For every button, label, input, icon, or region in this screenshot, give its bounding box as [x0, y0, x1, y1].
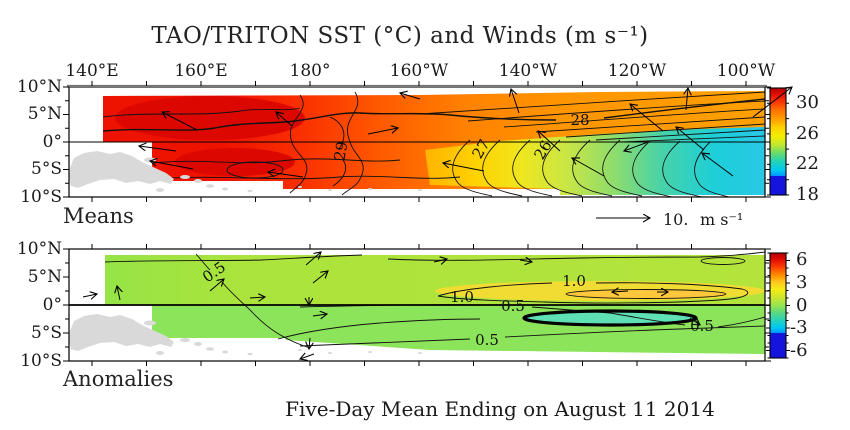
lon-tick-label: 140°W: [498, 61, 558, 81]
colorbar-tick-label: -6: [790, 340, 808, 361]
colorbar-tick-label: 22: [796, 153, 819, 174]
lat-tick-label: 10°N: [16, 239, 62, 259]
colorbar-tick-label: 3: [796, 272, 808, 293]
lat-tick-label: 5°N: [27, 267, 62, 287]
lon-tick-label: 120°W: [607, 61, 667, 81]
cold-tongue: [425, 127, 765, 195]
lon-tick-label: 180°: [289, 61, 331, 81]
ticks-top-anom: [91, 244, 747, 249]
panel-label-means: Means: [63, 204, 134, 228]
wind-scale-value: 10.: [663, 210, 689, 229]
figure-caption: Five-Day Mean Ending on August 11 2014: [285, 397, 715, 421]
lon-tick-label: 140°E: [65, 61, 119, 81]
lon-tick-label: 160°W: [389, 61, 449, 81]
colorbar-tick-label: 26: [796, 123, 819, 144]
contour-label: 0.5: [475, 331, 499, 349]
lat-tick-label: 0°: [42, 132, 62, 152]
lat-tick-label: 5°N: [27, 104, 62, 124]
colorbar-tick-label: 0: [796, 295, 808, 316]
contour-label: 0.5: [501, 297, 525, 315]
warm-pool-core: [115, 96, 305, 140]
ticks-bottom-anom: [91, 361, 747, 366]
lon-tick-label: 160°E: [174, 61, 228, 81]
means-panel: [63, 81, 771, 202]
lat-tick-label: 10°N: [16, 77, 62, 97]
panel-label-anomalies: Anomalies: [63, 367, 174, 391]
lat-tick-label: 5°S: [31, 323, 62, 343]
lon-tick-label: 100°W: [716, 61, 776, 81]
lat-tick-label: 10°S: [20, 187, 62, 207]
lat-tick-label: 10°S: [20, 351, 62, 371]
contour-label: 28: [570, 111, 590, 129]
ticks-left-means: [63, 86, 69, 198]
colorbar-tick-label: 18: [796, 184, 819, 205]
anomalies-panel: [63, 244, 771, 366]
cool-anomaly-core: [524, 311, 696, 325]
wind-vectors-anomalies: [82, 252, 700, 359]
colorbar-tick-label: 6: [796, 249, 808, 270]
lat-tick-label: 0°: [42, 295, 62, 315]
ticks-top-means: [91, 81, 747, 86]
contour-label: 29: [330, 140, 352, 162]
lat-tick-label: 5°S: [31, 159, 62, 179]
warm-anomaly-core: [565, 289, 725, 299]
ticks-left-anom: [63, 248, 69, 362]
colorbar-tick-label: -3: [790, 317, 808, 338]
anomalies-colorbar: [766, 252, 790, 359]
contour-label: 0.5: [690, 317, 714, 335]
ticks-right-means: [765, 86, 771, 198]
edge-wind-vector: [752, 87, 792, 118]
contour-label: 1.0: [562, 272, 586, 290]
wind-vectors-means: [139, 88, 734, 178]
colorbar-tick-label: 30: [796, 92, 819, 113]
contour-label: 1.0: [450, 288, 474, 306]
wind-scale-units: m s⁻¹: [700, 210, 744, 229]
sst-contours: [102, 91, 765, 197]
figure-title: TAO/TRITON SST (°C) and Winds (m s⁻¹): [151, 23, 649, 49]
ticks-bottom-means: [91, 197, 747, 202]
anomalies-colorbar-ticks: [766, 252, 790, 359]
